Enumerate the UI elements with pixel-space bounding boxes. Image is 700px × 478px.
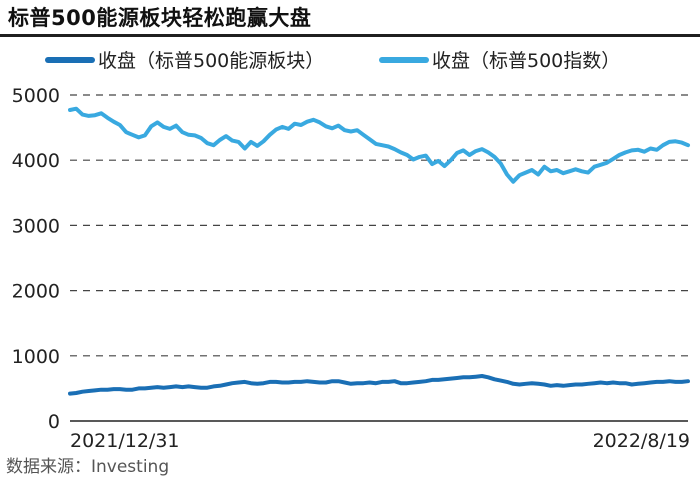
y-tick-label-0: 0	[48, 411, 60, 433]
y-tick-label-3000: 3000	[12, 215, 60, 237]
series-lines	[68, 106, 690, 396]
title-divider	[0, 34, 700, 37]
legend-label-energy: 收盘（标普500能源板块）	[98, 50, 324, 72]
chart-legend: 收盘（标普500能源板块） 收盘（标普500指数）	[45, 50, 620, 72]
series-line-sp500	[68, 106, 690, 184]
chart-title: 标普500能源板块轻松跑赢大盘	[8, 6, 312, 30]
source-note: 数据来源：Investing	[6, 457, 170, 477]
y-tick-label-4000: 4000	[12, 150, 60, 172]
series-line-energy	[68, 374, 690, 396]
x-tick-label-start: 2021/12/31	[70, 430, 180, 452]
x-tick-label-end: 2022/8/19	[593, 430, 690, 452]
legend-label-sp500: 收盘（标普500指数）	[432, 50, 620, 72]
y-tick-label-1000: 1000	[12, 346, 60, 368]
y-gridlines	[70, 94, 688, 357]
y-tick-label-5000: 5000	[12, 85, 60, 107]
y-axis-tick-labels: 0 1000 2000 3000 4000 5000	[12, 85, 60, 433]
y-tick-label-2000: 2000	[12, 281, 60, 303]
